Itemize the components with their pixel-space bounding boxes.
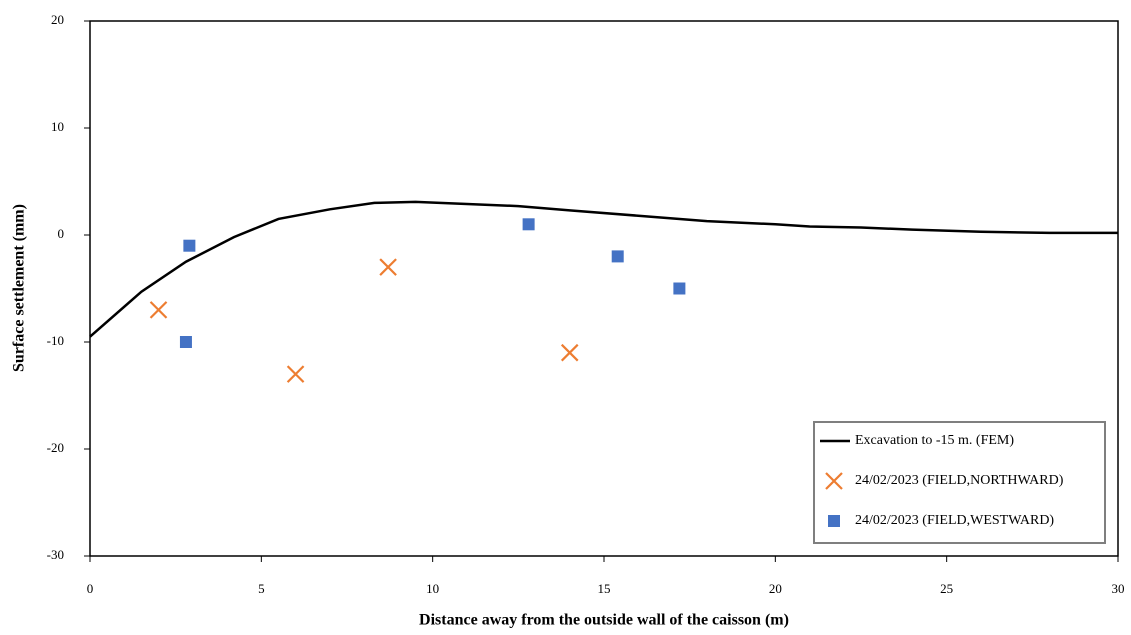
x-tick-label: 30: [1112, 581, 1125, 596]
square-marker: [183, 239, 196, 252]
legend-label: 24/02/2023 (FIELD,WESTWARD): [855, 513, 1054, 528]
legend-box: [813, 421, 1106, 544]
x-marker: [149, 301, 168, 319]
x-tick-label: 10: [426, 581, 439, 596]
x-marker: [286, 365, 305, 383]
x-marker: [560, 343, 579, 362]
y-axis-label: Surface settlement (mm): [11, 204, 28, 372]
x-marker: [379, 258, 397, 276]
x-tick-label: 5: [258, 581, 265, 596]
legend-label: Excavation to -15 m. (FEM): [855, 433, 1014, 448]
square-marker: [673, 282, 686, 295]
x-tick-label: 25: [940, 581, 953, 596]
square-marker: [179, 336, 192, 348]
y-tick-label: 0: [58, 226, 65, 241]
x-tick-label: 15: [598, 581, 611, 596]
x-tick-label: 0: [87, 581, 94, 596]
y-tick-label: -30: [47, 547, 64, 562]
square-marker: [611, 250, 624, 263]
fem-line: [89, 200, 1118, 338]
y-tick-label: 20: [51, 12, 64, 27]
x-tick-label: 20: [769, 581, 782, 596]
y-tick-label: -10: [47, 333, 64, 348]
x-marker: [825, 472, 843, 490]
y-tick-label: 10: [51, 119, 64, 134]
y-tick-label: -20: [47, 440, 64, 455]
legend: Excavation to -15 m. (FEM) 24/02/2023 (FI…: [813, 421, 1106, 544]
square-marker: [828, 515, 840, 527]
square-marker: [522, 218, 535, 231]
x-axis-label: Distance away from the outside wall of t…: [419, 612, 789, 629]
legend-label: 24/02/2023 (FIELD,NORTHWARD): [855, 473, 1064, 488]
